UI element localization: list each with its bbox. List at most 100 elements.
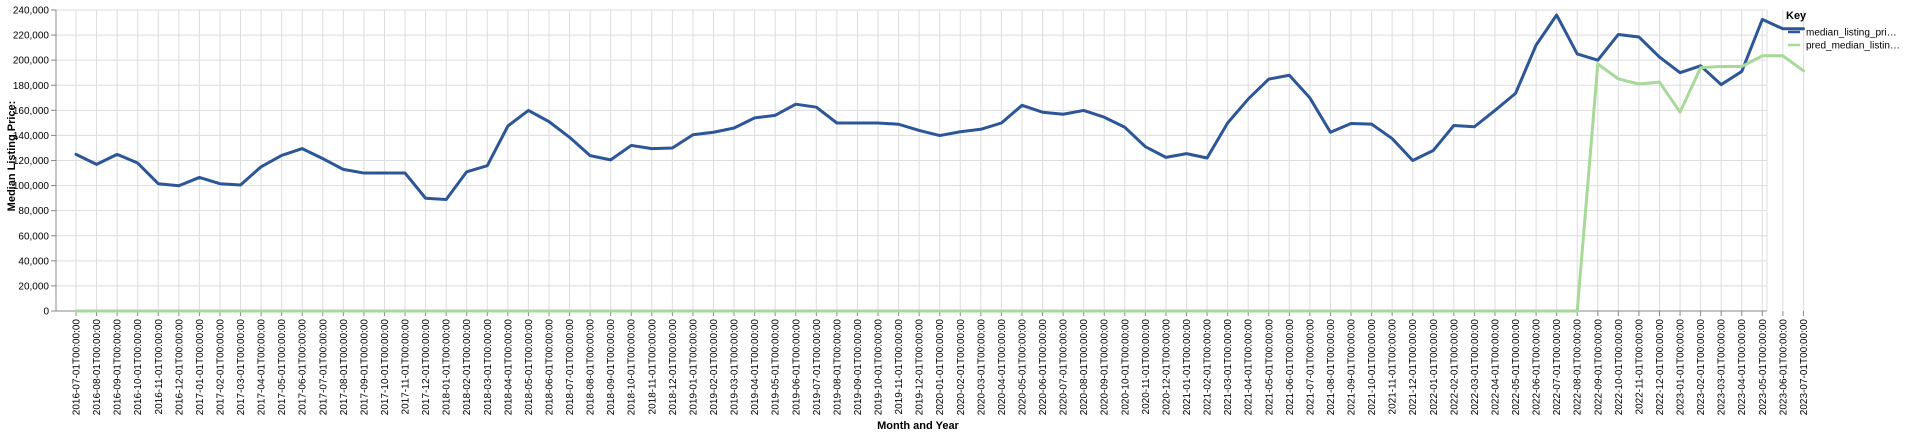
x-tick-label: 2020-01-01T00:00:00 (935, 319, 946, 416)
x-tick-label: 2018-10-01T00:00:00 (627, 319, 638, 416)
x-tick-label: 2019-09-01T00:00:00 (853, 319, 864, 416)
x-tick-label: 2016-08-01T00:00:00 (92, 319, 103, 416)
x-tick-label: 2016-09-01T00:00:00 (113, 319, 124, 416)
x-tick-label: 2017-11-01T00:00:00 (401, 319, 412, 415)
x-tick-label: 2021-02-01T00:00:00 (1203, 319, 1214, 416)
legend-title: Key (1786, 10, 1807, 22)
y-tick-label: 180,000 (13, 81, 50, 92)
x-tick-label: 2018-11-01T00:00:00 (647, 319, 658, 415)
x-tick-label: 2017-02-01T00:00:00 (215, 319, 226, 416)
x-tick-label: 2022-10-01T00:00:00 (1614, 319, 1625, 416)
x-tick-label: 2018-07-01T00:00:00 (565, 319, 576, 416)
x-tick-label: 2023-05-01T00:00:00 (1758, 319, 1769, 416)
y-tick-label: 40,000 (18, 256, 49, 267)
x-tick-label: 2018-12-01T00:00:00 (668, 319, 679, 416)
x-tick-label: 2018-01-01T00:00:00 (442, 319, 453, 416)
x-tick-label: 2023-07-01T00:00:00 (1799, 319, 1810, 416)
x-tick-label: 2020-04-01T00:00:00 (997, 319, 1008, 416)
x-tick-label: 2020-08-01T00:00:00 (1079, 319, 1090, 416)
x-tick-label: 2017-04-01T00:00:00 (257, 319, 268, 416)
x-tick-label: 2023-02-01T00:00:00 (1696, 319, 1707, 416)
x-tick-label: 2021-01-01T00:00:00 (1182, 319, 1193, 416)
x-tick-label: 2019-04-01T00:00:00 (750, 319, 761, 416)
y-tick-label: 100,000 (13, 181, 50, 192)
x-tick-label: 2016-07-01T00:00:00 (72, 319, 83, 416)
y-tick-label: 60,000 (18, 231, 49, 242)
x-tick-label: 2023-04-01T00:00:00 (1737, 319, 1748, 416)
x-tick-label: 2021-06-01T00:00:00 (1285, 319, 1296, 416)
x-tick-label: 2017-05-01T00:00:00 (277, 319, 288, 416)
series-line-1 (74, 13, 1805, 201)
x-tick-label: 2021-05-01T00:00:00 (1264, 319, 1275, 416)
x-tick-label: 2017-07-01T00:00:00 (318, 319, 329, 416)
x-tick-label: 2021-04-01T00:00:00 (1244, 319, 1255, 416)
x-tick-label: 2019-08-01T00:00:00 (832, 319, 843, 416)
x-tick-label: 2021-11-01T00:00:00 (1388, 319, 1399, 415)
x-tick-label: 2022-11-01T00:00:00 (1634, 319, 1645, 415)
x-tick-label: 2018-09-01T00:00:00 (606, 319, 617, 416)
x-tick-label: 2018-03-01T00:00:00 (483, 319, 494, 416)
x-tick-label: 2020-02-01T00:00:00 (956, 319, 967, 416)
x-tick-label: 2020-11-01T00:00:00 (1141, 319, 1152, 415)
x-tick-label: 2017-12-01T00:00:00 (421, 319, 432, 416)
x-tick-label: 2019-02-01T00:00:00 (709, 319, 720, 416)
x-tick-label: 2018-08-01T00:00:00 (586, 319, 597, 416)
x-tick-label: 2019-05-01T00:00:00 (771, 319, 782, 416)
x-tick-label: 2019-03-01T00:00:00 (730, 319, 741, 416)
y-axis-title: Median Listing Price: (6, 101, 18, 212)
series-lines (74, 13, 1805, 313)
x-tick-label: 2021-09-01T00:00:00 (1347, 319, 1358, 416)
x-tick-label: 2018-02-01T00:00:00 (462, 319, 473, 416)
x-tick-label: 2022-08-01T00:00:00 (1573, 319, 1584, 416)
x-axis-title: Month and Year (877, 420, 959, 432)
x-tick-label: 2022-05-01T00:00:00 (1511, 319, 1522, 416)
x-tick-label: 2017-06-01T00:00:00 (298, 319, 309, 416)
x-tick-label: 2016-11-01T00:00:00 (154, 319, 165, 415)
x-tick-label: 2021-10-01T00:00:00 (1367, 319, 1378, 416)
y-tick-label: 80,000 (18, 206, 49, 217)
x-tick-label: 2022-07-01T00:00:00 (1552, 319, 1563, 416)
x-tick-label: 2020-12-01T00:00:00 (1161, 319, 1172, 416)
x-tick-label: 2019-10-01T00:00:00 (874, 319, 885, 416)
y-tick-label: 220,000 (13, 31, 50, 42)
y-tick-label: 160,000 (13, 106, 50, 117)
x-tick-label: 2022-12-01T00:00:00 (1655, 319, 1666, 416)
x-tick-label: 2021-12-01T00:00:00 (1408, 319, 1419, 416)
legend: Key median_listing_pri… pred_median_listi… (1786, 10, 1900, 52)
x-tick-label: 2021-07-01T00:00:00 (1305, 319, 1316, 416)
legend-label: median_listing_pri… (1806, 28, 1897, 39)
x-tick-label: 2019-12-01T00:00:00 (915, 319, 926, 416)
x-tick-label: 2017-08-01T00:00:00 (339, 319, 350, 416)
x-tick-label: 2017-03-01T00:00:00 (236, 319, 247, 416)
x-tick-label: 2020-05-01T00:00:00 (1017, 319, 1028, 416)
y-axis: 0 20,000 40,000 60,000 80,000 100,000 120,000 1… (13, 6, 57, 318)
x-tick-label: 2017-01-01T00:00:00 (195, 319, 206, 416)
x-tick-label: 2020-06-01T00:00:00 (1038, 319, 1049, 416)
x-tick-label: 2019-06-01T00:00:00 (791, 319, 802, 416)
x-tick-label: 2023-03-01T00:00:00 (1717, 319, 1728, 416)
legend-label: pred_median_listin… (1806, 41, 1900, 52)
y-tick-label: 200,000 (13, 56, 50, 67)
x-axis: 2016-07-01T00:00:00 2016-08-01T00:00:00 20… (56, 310, 1810, 416)
x-tick-label: 2018-04-01T00:00:00 (503, 319, 514, 416)
x-tick-label: 2017-10-01T00:00:00 (380, 319, 391, 416)
x-tick-label: 2020-03-01T00:00:00 (976, 319, 987, 416)
y-tick-label: 20,000 (18, 281, 49, 292)
x-tick-label: 2022-09-01T00:00:00 (1593, 319, 1604, 416)
y-tick-label: 0 (43, 307, 49, 318)
x-tick-label: 2019-01-01T00:00:00 (688, 319, 699, 416)
x-tick-label: 2020-10-01T00:00:00 (1120, 319, 1131, 416)
x-tick-label: 2022-03-01T00:00:00 (1470, 319, 1481, 416)
x-tick-label: 2016-10-01T00:00:00 (133, 319, 144, 416)
x-tick-label: 2023-06-01T00:00:00 (1778, 319, 1789, 416)
x-tick-label: 2017-09-01T00:00:00 (359, 319, 370, 416)
x-tick-label: 2019-11-01T00:00:00 (894, 319, 905, 415)
x-tick-label: 2022-01-01T00:00:00 (1429, 319, 1440, 416)
y-tick-label: 240,000 (13, 6, 50, 17)
x-tick-label: 2022-02-01T00:00:00 (1449, 319, 1460, 416)
x-tick-label: 2023-01-01T00:00:00 (1676, 319, 1687, 416)
gridlines (56, 9, 1804, 312)
x-tick-label: 2020-09-01T00:00:00 (1100, 319, 1111, 416)
